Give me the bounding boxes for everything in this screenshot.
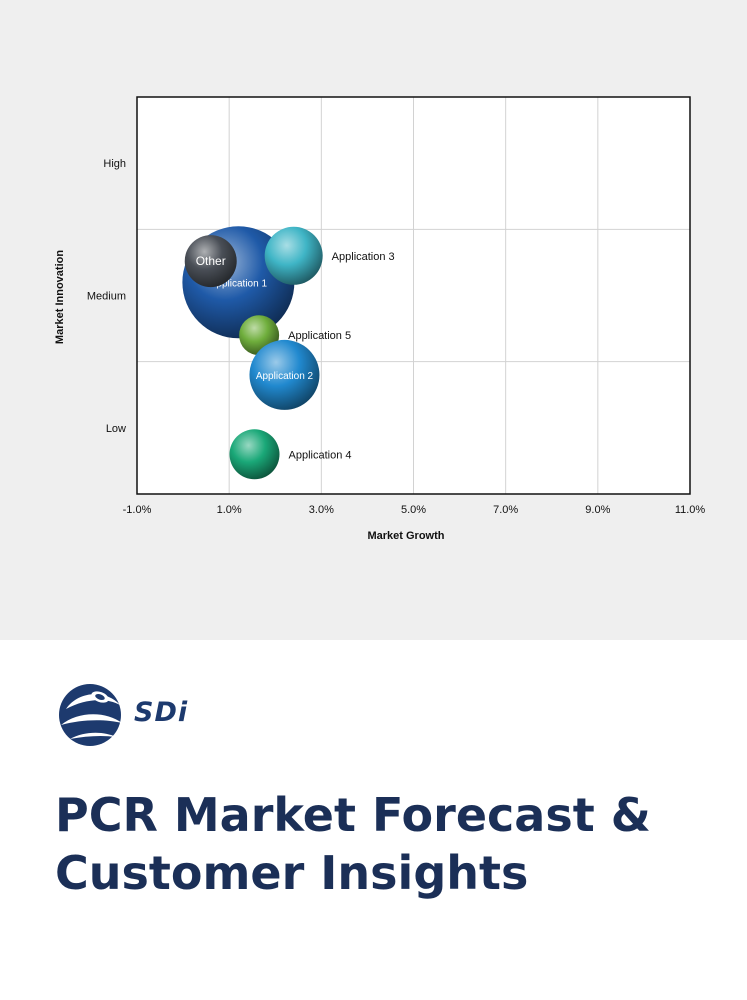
bubble-chart: -1.0% 1.0% 3.0% 5.0% 7.0% 9.0% 11.0% Low Medium H…: [54, 96, 706, 542]
y-tick-label: High: [103, 158, 126, 170]
x-tick-label: 1.0%: [217, 504, 242, 516]
y-axis-title: Market Innovation: [54, 250, 66, 344]
bubble-label-application-5: Application 5: [288, 330, 351, 342]
bubble-label-application-3: Application 3: [332, 251, 395, 263]
brand-name: SDi: [134, 697, 189, 728]
bubble-label-application-2: Application 2: [256, 371, 314, 382]
x-tick-label: 11.0%: [675, 504, 706, 516]
globe-logo-icon: [59, 684, 122, 746]
plot-frame: [136, 96, 691, 495]
y-tick-label: Low: [106, 423, 126, 435]
bubble-application-2: [249, 339, 320, 410]
x-tick-label: 7.0%: [493, 504, 518, 516]
grid: [137, 97, 690, 494]
bubble-label-application-4: Application 4: [289, 449, 352, 461]
x-tick-label: 9.0%: [585, 504, 610, 516]
x-tick-label: 5.0%: [401, 504, 426, 516]
bubble-label-other: Other: [196, 254, 226, 268]
chart-panel: -1.0% 1.0% 3.0% 5.0% 7.0% 9.0% 11.0% Low Medium H…: [0, 0, 747, 640]
bubble-application-3: [264, 226, 323, 285]
x-axis-title: Market Growth: [367, 530, 444, 542]
page-title: PCR Market Forecast & Customer Insights: [55, 788, 651, 900]
bubbles: Application 1 Other Application 3 Applicati…: [182, 226, 395, 480]
bubble-application-4: [229, 429, 280, 480]
y-tick-label: Medium: [87, 291, 126, 303]
x-tick-label: 3.0%: [309, 504, 334, 516]
bubble-label-application-1: Application 1: [210, 278, 268, 289]
brand: SDi: [56, 681, 206, 749]
axis-ticks: -1.0% 1.0% 3.0% 5.0% 7.0% 9.0% 11.0% Low Medium H…: [87, 158, 706, 516]
x-tick-label: -1.0%: [123, 504, 152, 516]
bubble-other: [184, 235, 237, 288]
